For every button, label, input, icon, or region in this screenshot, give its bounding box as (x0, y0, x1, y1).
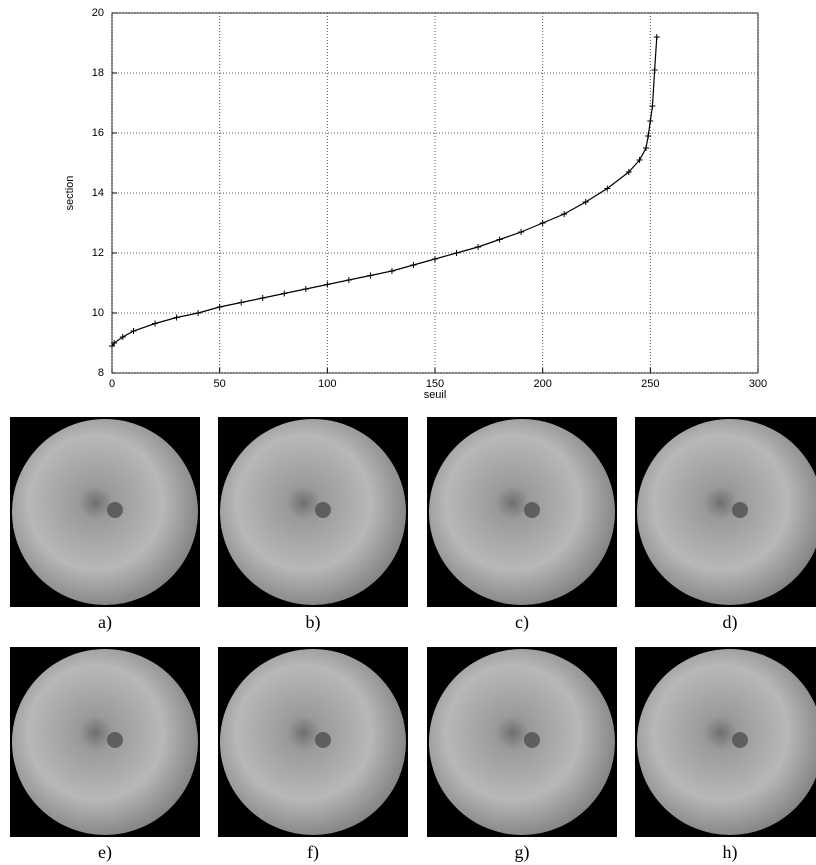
center-spot (524, 502, 540, 518)
y-axis-label: section (64, 176, 76, 211)
point-marker (453, 250, 460, 256)
point-marker (636, 157, 643, 163)
point-marker (475, 244, 482, 250)
point-marker (259, 295, 266, 301)
endoscope-view (220, 649, 406, 835)
panel-caption: h) (723, 842, 738, 863)
center-spot (107, 732, 123, 748)
point-marker (496, 236, 503, 243)
panel-caption: b) (306, 612, 321, 633)
panel-caption: d) (723, 612, 738, 633)
endoscope-view (637, 419, 816, 605)
endoscope-view (12, 419, 198, 605)
point-marker (173, 314, 180, 321)
endoscope-view (12, 649, 198, 835)
center-spot (107, 502, 123, 518)
x-axis-label: seuil (424, 389, 447, 401)
center-spot (315, 502, 331, 518)
point-marker (324, 281, 331, 288)
panel-caption: a) (98, 612, 112, 633)
point-marker (604, 185, 611, 192)
point-marker (651, 67, 658, 73)
point-marker (111, 340, 118, 346)
point-marker (281, 290, 288, 297)
y-tick-label: 16 (92, 127, 104, 139)
panel-caption: e) (98, 842, 112, 863)
point-marker (582, 199, 589, 205)
panel-caption: g) (515, 842, 530, 863)
point-marker (410, 262, 417, 268)
point-marker (130, 328, 137, 334)
point-marker (152, 320, 159, 327)
point-marker (518, 229, 525, 235)
endoscope-view (220, 419, 406, 605)
point-marker (238, 299, 245, 306)
point-marker (643, 145, 650, 151)
y-tick-label: 10 (92, 307, 104, 319)
y-tick-label: 12 (92, 247, 104, 259)
y-tick-label: 18 (92, 67, 104, 79)
point-marker (561, 211, 568, 217)
x-tick-label: 150 (426, 378, 444, 390)
point-marker (645, 133, 652, 139)
point-marker (195, 310, 202, 316)
endoscope-view (429, 649, 615, 835)
point-marker (119, 334, 126, 340)
point-marker (388, 268, 395, 274)
point-marker (625, 169, 632, 175)
y-tick-label: 14 (92, 187, 104, 199)
y-tick-label: 8 (98, 367, 104, 379)
center-spot (732, 732, 748, 748)
x-tick-label: 200 (533, 378, 551, 390)
data-line (111, 36, 658, 347)
point-marker (367, 272, 374, 279)
point-marker (302, 286, 309, 292)
point-marker (432, 256, 438, 262)
point-marker (539, 220, 546, 226)
point-marker (345, 277, 352, 283)
endoscope-view (637, 649, 816, 835)
point-marker (647, 118, 654, 124)
panel-caption: c) (515, 612, 529, 633)
x-tick-label: 50 (214, 378, 226, 390)
x-tick-label: 100 (318, 378, 336, 390)
panel-caption: f) (307, 842, 319, 863)
point-marker (216, 304, 223, 310)
x-tick-label: 250 (641, 378, 659, 390)
center-spot (315, 732, 331, 748)
y-tick-label: 20 (92, 7, 104, 19)
point-marker (653, 34, 660, 40)
center-spot (524, 732, 540, 748)
x-tick-label: 300 (749, 378, 767, 390)
x-tick-label: 0 (109, 378, 115, 390)
endoscope-view (429, 419, 615, 605)
point-marker (649, 103, 656, 109)
center-spot (732, 502, 748, 518)
